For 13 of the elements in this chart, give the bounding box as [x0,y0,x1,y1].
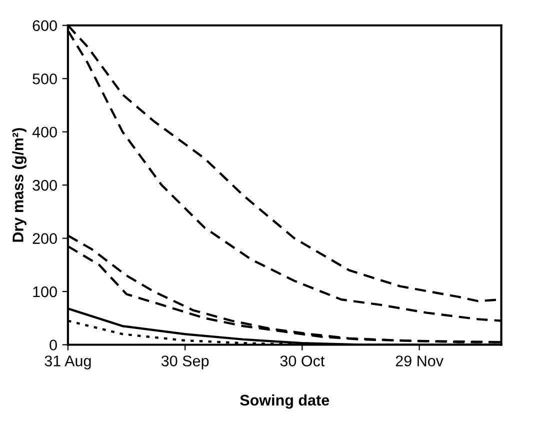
x-tick-label: 31 Aug [44,356,91,370]
y-tick-label: 200 [32,233,57,244]
x-tick-label: 30 Sep [161,356,209,370]
x-axis-title: Sowing date [240,394,330,409]
y-tick-label: 0 [50,340,57,350]
x-tick-label: 29 Nov [396,356,444,366]
y-tick-label: 400 [32,126,57,138]
y-tick-label: 100 [33,286,57,298]
y-tick-label: 300 [32,180,57,191]
y-tick-label: 600 [32,20,57,32]
y-axis-title: Dry mass (g/m²) [12,128,26,242]
x-tick-label: 30 Oct [280,356,325,366]
y-tick-label: 500 [32,73,57,84]
